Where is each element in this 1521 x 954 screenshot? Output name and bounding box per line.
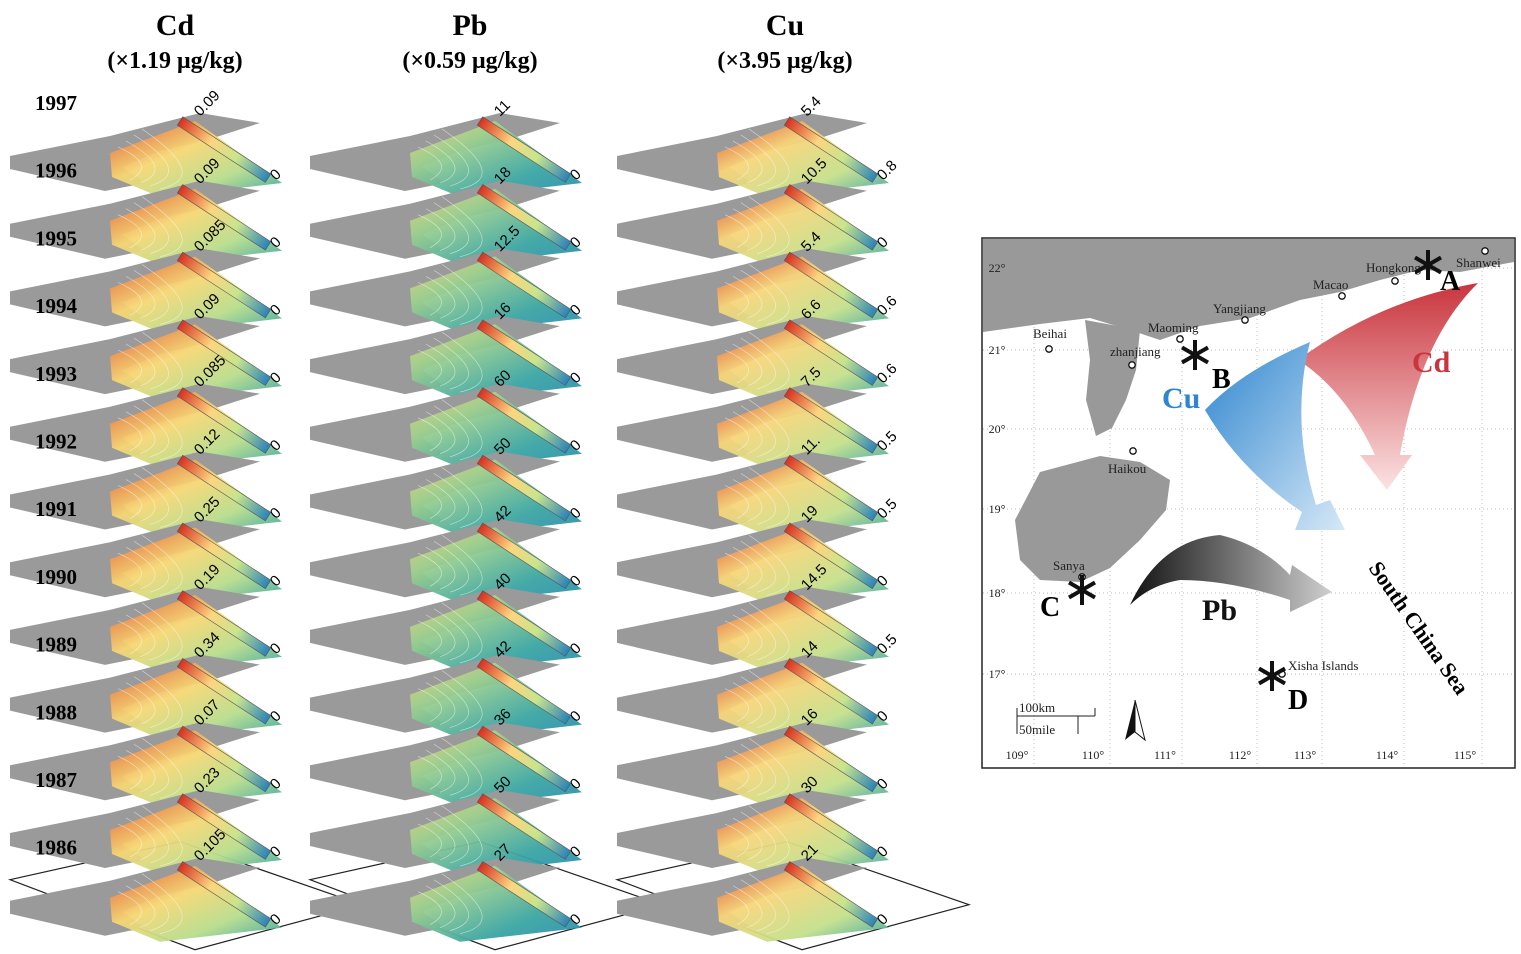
year-label: 1988	[35, 700, 77, 724]
place-marker	[1046, 346, 1052, 352]
column-title: Pb	[452, 9, 487, 42]
year-layer: 5.40.8	[617, 93, 901, 197]
lon-label: 109°	[1006, 748, 1029, 762]
place-marker	[1129, 362, 1135, 368]
scale-label: 100km	[1019, 700, 1055, 715]
column-unit: (×0.59 μg/kg)	[402, 48, 537, 74]
place-label: Yangjiang	[1213, 301, 1266, 316]
year-label: 1986	[35, 836, 77, 860]
year-layer: 110	[310, 97, 585, 197]
year-label: 1991	[35, 497, 77, 521]
year-label: 1990	[35, 565, 77, 589]
place-label: Sanya	[1053, 558, 1085, 573]
year-label: 1992	[35, 430, 77, 454]
site-label: C	[1040, 592, 1060, 623]
lat-label: 17°	[989, 667, 1006, 681]
site-label: D	[1288, 685, 1308, 716]
flow-label: Pb	[1202, 594, 1237, 627]
column-title: Cu	[766, 9, 804, 42]
place-label: Haikou	[1108, 461, 1147, 476]
year-label: 1987	[35, 768, 77, 792]
flow-label: Cu	[1162, 382, 1200, 415]
lat-label: 19°	[989, 502, 1006, 516]
map-panel: 109° 110° 111° 112° 113° 114° 115° 22° 21° 20° 19°…	[982, 238, 1515, 768]
place-label: Maoming	[1148, 320, 1199, 335]
place-label: zhanjiang	[1110, 344, 1161, 359]
lon-label: 114°	[1376, 748, 1399, 762]
lon-label: 113°	[1294, 748, 1317, 762]
lat-label: 18°	[989, 586, 1006, 600]
scale-label: 50mile	[1019, 722, 1055, 737]
year-label: 1989	[35, 633, 77, 657]
flow-label: Cd	[1412, 346, 1451, 379]
lat-label: 20°	[989, 422, 1006, 436]
lat-label: 22°	[989, 261, 1006, 275]
place-label: Xisha Islands	[1288, 658, 1358, 673]
lon-label: 112°	[1229, 748, 1252, 762]
year-label: 1996	[35, 159, 77, 183]
column-title: Cd	[156, 9, 195, 42]
place-marker	[1242, 317, 1248, 323]
year-label: 1995	[35, 226, 77, 250]
place-label: Beihai	[1033, 326, 1067, 341]
lon-label: 111°	[1154, 748, 1176, 762]
year-label: 1993	[35, 362, 77, 386]
place-marker	[1177, 336, 1183, 342]
column-unit: (×3.95 μg/kg)	[717, 48, 852, 74]
year-label: 1997	[35, 91, 77, 115]
place-label: Macao	[1313, 277, 1348, 292]
lat-label: 21°	[989, 343, 1006, 357]
place-marker	[1339, 293, 1345, 299]
place-label: Hongkong	[1366, 260, 1421, 275]
year-label: 1994	[35, 294, 78, 318]
place-label: Shanwei	[1456, 255, 1501, 270]
place-marker	[1482, 248, 1488, 254]
lon-label: 115°	[1454, 748, 1477, 762]
site-label: B	[1212, 364, 1231, 395]
lon-label: 110°	[1082, 748, 1105, 762]
figure: 0.0900.0900.08500.0900.08500.1200.2500.1…	[0, 0, 1521, 954]
layer-stack: 0.0900.0900.08500.0900.08500.1200.2500.1…	[10, 87, 969, 950]
place-marker	[1130, 448, 1136, 454]
place-marker	[1392, 278, 1398, 284]
site-label: A	[1440, 266, 1461, 297]
column-unit: (×1.19 μg/kg)	[107, 48, 242, 74]
